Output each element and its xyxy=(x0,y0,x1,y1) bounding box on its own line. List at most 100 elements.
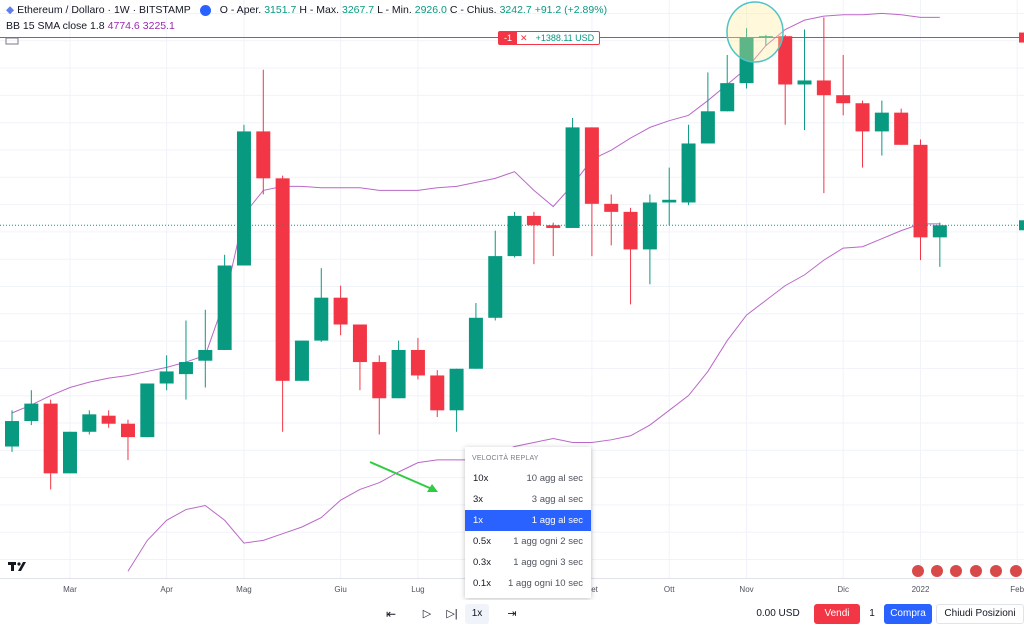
candle-body xyxy=(101,415,116,424)
speed-description: 3 agg al sec xyxy=(531,494,583,505)
x-axis: Mar Apr Mag Giu Lug Set Ott Nov Dic 2022 Feb xyxy=(63,585,1024,594)
candle-body xyxy=(565,127,580,228)
change: +91.2 (+2.89%) xyxy=(534,4,608,16)
candle-body xyxy=(758,36,773,38)
candle-body xyxy=(43,403,58,474)
candle-body xyxy=(488,256,503,318)
tv-logo xyxy=(8,562,26,571)
candle-body xyxy=(468,317,483,369)
candle-body xyxy=(662,199,677,203)
arrow-line xyxy=(369,461,433,490)
candles xyxy=(5,17,947,490)
bollinger-band xyxy=(127,223,940,572)
speed-description: 1 agg ogni 10 sec xyxy=(507,578,583,589)
speed-button[interactable]: 1x xyxy=(465,604,489,624)
candle-body xyxy=(507,215,522,257)
speed-description: 1 agg ogni 3 sec xyxy=(513,557,583,568)
speed-option[interactable]: 0.5x 1 agg ogni 2 sec xyxy=(465,531,591,552)
low-label: L - Min. xyxy=(377,4,412,16)
low-value: 2926.0 xyxy=(414,4,447,16)
position-label[interactable]: -1 ✕ +1388.11 USD xyxy=(498,31,601,45)
sell-button[interactable]: Vendi xyxy=(814,604,860,624)
candle-body xyxy=(120,423,135,438)
speed-value: 0.1x xyxy=(473,578,491,589)
position-pnl: +1388.11 USD xyxy=(535,33,595,43)
candle-body xyxy=(700,111,715,144)
high-value: 3267.7 xyxy=(342,4,375,16)
jump-button[interactable]: ⇤ xyxy=(385,607,397,621)
indicator-name: BB 15 SMA close 1.8 xyxy=(6,20,105,32)
candle-body xyxy=(62,431,77,474)
x-tick-label: Nov xyxy=(739,585,753,594)
candle-body xyxy=(140,383,155,438)
open-label: O - Aper. xyxy=(219,4,262,16)
x-tick-label: Mar xyxy=(63,585,77,594)
play-button[interactable]: ▷ xyxy=(422,608,432,620)
candle-body xyxy=(604,203,619,212)
close-x: ✕ xyxy=(520,33,528,43)
forward-button[interactable]: ⇥ xyxy=(507,608,517,620)
candle-body xyxy=(294,340,309,381)
replay-toolbar: ⇤ ▷ ▷| 1x ⇥ 0.00 USD Vendi 1 Compra Chiu… xyxy=(0,600,1024,629)
candle-body xyxy=(642,202,657,250)
candle-body xyxy=(855,103,870,132)
x-tick-label: Lug xyxy=(411,585,424,594)
symbol-header: ◆ Ethereum / Dollaro · 1W · BITSTAMP O -… xyxy=(6,4,607,16)
candle-body xyxy=(913,144,928,238)
menu-title: VELOCITÀ REPLAY xyxy=(472,455,539,462)
position-qty: -1 xyxy=(499,32,518,44)
x-tick-label: 2022 xyxy=(912,585,930,594)
candle-body xyxy=(391,349,406,399)
candle-body xyxy=(584,127,599,204)
candle-body xyxy=(932,225,947,238)
speed-value: 10x xyxy=(473,473,489,484)
candle-body xyxy=(449,368,464,411)
close-label: C - Chius. xyxy=(449,4,497,16)
x-tick-label: Set xyxy=(586,585,599,594)
speed-description: 10 agg al sec xyxy=(526,473,583,484)
candle-body xyxy=(797,80,812,85)
speed-option[interactable]: 3x 3 agg al sec xyxy=(465,489,591,510)
indicator-header: BB 15 SMA close 1.8 4774.6 3225.1 xyxy=(6,20,175,32)
symbol: Ethereum / Dollaro · 1W · BITSTAMP xyxy=(17,4,191,16)
pnl: 0.00 USD xyxy=(756,608,800,619)
speed-option[interactable]: 0.3x 1 agg ogni 3 sec xyxy=(465,552,591,573)
candle-body xyxy=(314,297,329,341)
buy-button[interactable]: Compra xyxy=(884,604,932,624)
candle-body xyxy=(681,143,696,203)
speed-option[interactable]: 10x 10 agg al sec xyxy=(465,468,591,489)
candle-body xyxy=(275,178,290,381)
speed-value: 0.3x xyxy=(473,557,491,568)
candle-body xyxy=(623,211,638,250)
speed-description: 1 agg al sec xyxy=(531,515,583,526)
grid xyxy=(69,0,1018,578)
x-tick-label: Ott xyxy=(664,585,675,594)
candle-body xyxy=(836,95,851,104)
candle-body xyxy=(159,371,174,384)
menu-rows: 10x 10 agg al sec 3x 3 agg al sec 1x 1 agg al… xyxy=(465,468,591,594)
last-price-marker xyxy=(1019,220,1024,231)
speed-option[interactable]: 1x 1 agg al sec xyxy=(465,510,591,531)
collapse-icon[interactable] xyxy=(5,37,19,45)
quantity[interactable]: 1 xyxy=(869,608,875,619)
candle-body xyxy=(430,375,445,411)
candle-body xyxy=(894,112,909,145)
candle-body xyxy=(352,324,367,363)
x-tick-label: Apr xyxy=(160,585,173,594)
replay-icon[interactable] xyxy=(199,4,211,16)
indicator-upper: 4774.6 xyxy=(107,20,140,32)
candle-body xyxy=(874,112,889,132)
flags xyxy=(912,565,1022,577)
x-tick-label: Dic xyxy=(837,585,849,594)
step-button[interactable]: ▷| xyxy=(446,608,458,620)
candle-body xyxy=(720,83,735,112)
close-positions-button[interactable]: Chiudi Posizioni xyxy=(936,604,1024,624)
candle-body xyxy=(236,131,251,266)
speed-option[interactable]: 0.1x 1 agg ogni 10 sec xyxy=(465,573,591,594)
speed-value: 1x xyxy=(473,515,484,526)
candle-body xyxy=(333,297,348,325)
speed-description: 1 agg ogni 2 sec xyxy=(513,536,583,547)
replay-speed-menu: VELOCITÀ REPLAY 10x 10 agg al sec 3x 3 agg … xyxy=(465,447,591,598)
candle-body xyxy=(24,403,39,422)
